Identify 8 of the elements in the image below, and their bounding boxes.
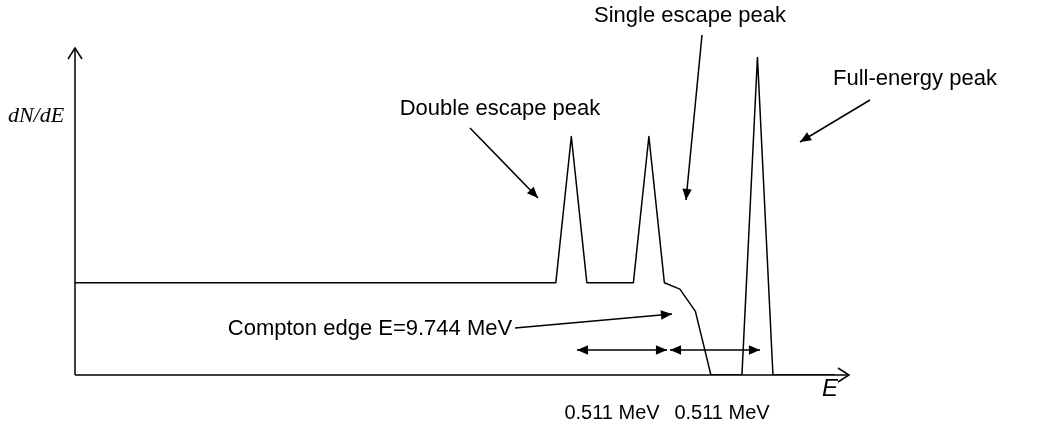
annotation: Double escape peak <box>399 95 601 120</box>
y-axis-title: dN/dE <box>7 102 65 127</box>
text: 0.511 MeV <box>564 401 660 423</box>
text: Single escape peak <box>593 2 787 27</box>
annotation: Full-energy peak <box>833 65 997 90</box>
text: 0.511 MeV <box>674 401 770 423</box>
x-axis-title: E <box>821 374 839 401</box>
annotation: Compton edge E=9.744 MeV <box>227 315 513 340</box>
